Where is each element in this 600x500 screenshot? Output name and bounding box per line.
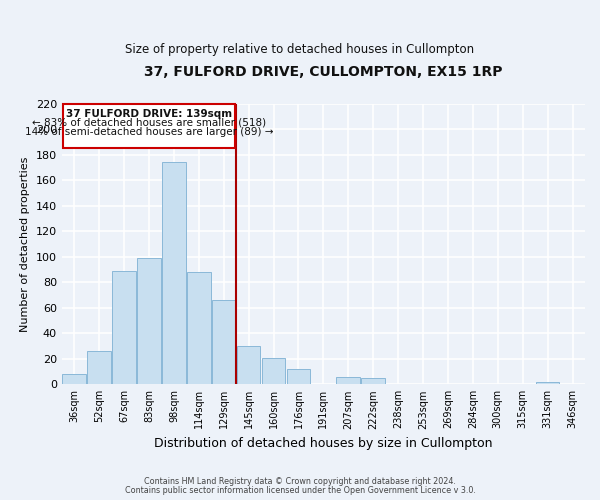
X-axis label: Distribution of detached houses by size in Cullompton: Distribution of detached houses by size … bbox=[154, 437, 493, 450]
FancyBboxPatch shape bbox=[63, 104, 235, 148]
Y-axis label: Number of detached properties: Number of detached properties bbox=[20, 156, 30, 332]
Text: Contains public sector information licensed under the Open Government Licence v : Contains public sector information licen… bbox=[125, 486, 475, 495]
Bar bbox=[87, 351, 111, 384]
Bar bbox=[112, 271, 136, 384]
Bar bbox=[187, 272, 211, 384]
Bar bbox=[287, 369, 310, 384]
Bar bbox=[361, 378, 385, 384]
Text: Size of property relative to detached houses in Cullompton: Size of property relative to detached ho… bbox=[125, 42, 475, 56]
Bar bbox=[162, 162, 186, 384]
Bar bbox=[536, 382, 559, 384]
Bar bbox=[237, 346, 260, 385]
Bar bbox=[262, 358, 286, 384]
Text: 14% of semi-detached houses are larger (89) →: 14% of semi-detached houses are larger (… bbox=[25, 128, 273, 138]
Text: ← 83% of detached houses are smaller (518): ← 83% of detached houses are smaller (51… bbox=[32, 118, 266, 128]
Bar bbox=[62, 374, 86, 384]
Title: 37, FULFORD DRIVE, CULLOMPTON, EX15 1RP: 37, FULFORD DRIVE, CULLOMPTON, EX15 1RP bbox=[144, 65, 503, 79]
Bar bbox=[337, 376, 360, 384]
Bar bbox=[212, 300, 236, 384]
Bar bbox=[137, 258, 161, 384]
Text: Contains HM Land Registry data © Crown copyright and database right 2024.: Contains HM Land Registry data © Crown c… bbox=[144, 477, 456, 486]
Text: 37 FULFORD DRIVE: 139sqm: 37 FULFORD DRIVE: 139sqm bbox=[66, 109, 232, 119]
